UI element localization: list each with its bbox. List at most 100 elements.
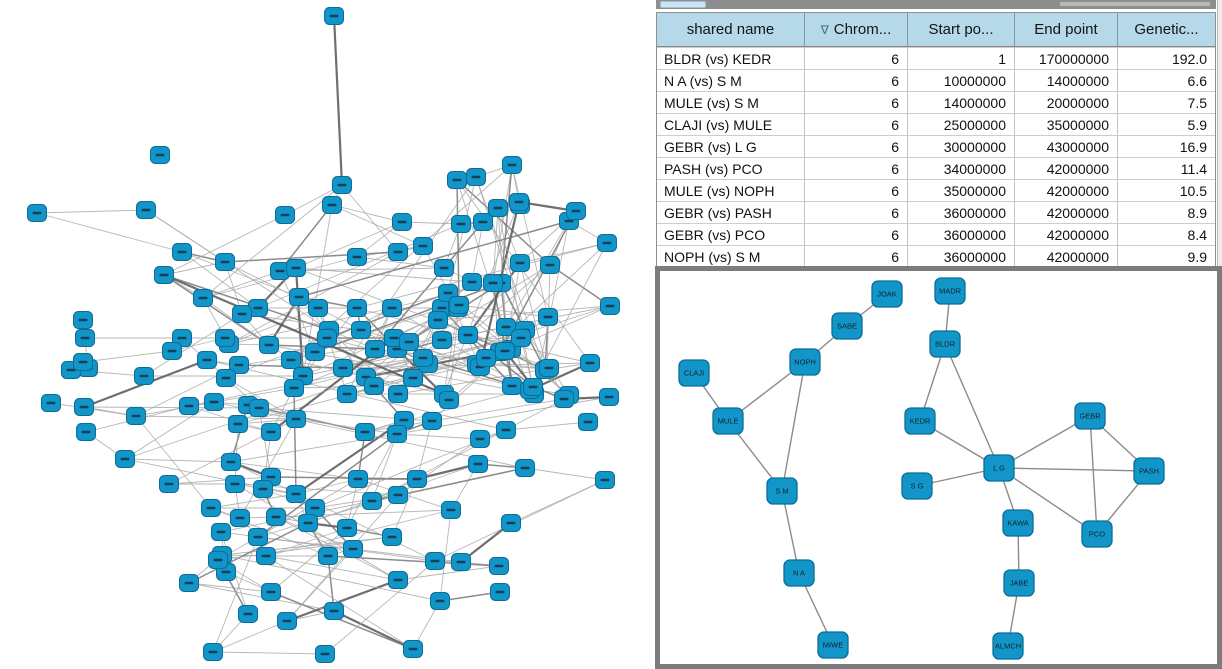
- network-edge[interactable]: [781, 361, 806, 492]
- network-node[interactable]: [501, 514, 521, 532]
- network-node[interactable]: S M: [766, 477, 798, 505]
- network-node[interactable]: [275, 206, 295, 224]
- main-network-canvas[interactable]: [0, 0, 651, 669]
- network-node[interactable]: [382, 299, 402, 317]
- node-shape[interactable]: [678, 359, 710, 387]
- network-edge[interactable]: [998, 467, 1150, 472]
- table-row[interactable]: N A (vs) S M 6 10000000 14000000 6.6: [657, 69, 1215, 91]
- network-node[interactable]: [430, 592, 450, 610]
- network-node[interactable]: [284, 379, 304, 397]
- network-node[interactable]: [324, 602, 344, 620]
- network-node[interactable]: [221, 453, 241, 471]
- network-node[interactable]: [502, 156, 522, 174]
- table-cell[interactable]: 6: [805, 245, 908, 267]
- node-shape[interactable]: [1081, 520, 1113, 548]
- network-node[interactable]: KAWA: [1002, 509, 1034, 537]
- node-shape[interactable]: [1003, 569, 1035, 597]
- network-node[interactable]: [308, 299, 328, 317]
- table-cell[interactable]: 6: [805, 135, 908, 157]
- network-node[interactable]: [600, 297, 620, 315]
- network-node[interactable]: [230, 509, 250, 527]
- table-cell[interactable]: 8.9: [1118, 201, 1215, 223]
- network-node[interactable]: L G: [983, 454, 1015, 482]
- network-node[interactable]: [538, 308, 558, 326]
- network-node[interactable]: [332, 176, 352, 194]
- network-node[interactable]: [115, 450, 135, 468]
- node-shape[interactable]: [831, 312, 863, 340]
- network-node[interactable]: MIWE: [817, 631, 849, 659]
- network-node[interactable]: [74, 398, 94, 416]
- network-node[interactable]: [286, 410, 306, 428]
- network-node[interactable]: [495, 342, 515, 360]
- table-cell[interactable]: 7.5: [1118, 91, 1215, 113]
- network-node[interactable]: [162, 342, 182, 360]
- table-cell[interactable]: CLAJI (vs) MULE: [657, 113, 805, 135]
- network-node[interactable]: [566, 202, 586, 220]
- node-shape[interactable]: [817, 631, 849, 659]
- network-node[interactable]: [337, 385, 357, 403]
- network-node[interactable]: [253, 480, 273, 498]
- network-node[interactable]: [150, 146, 170, 164]
- network-node[interactable]: [458, 326, 478, 344]
- network-node[interactable]: [476, 349, 496, 367]
- table-cell[interactable]: 5.9: [1118, 113, 1215, 135]
- network-edge[interactable]: [944, 343, 1000, 469]
- network-node[interactable]: [365, 340, 385, 358]
- network-node[interactable]: [554, 390, 574, 408]
- network-node[interactable]: [305, 499, 325, 517]
- network-node[interactable]: [343, 540, 363, 558]
- network-node[interactable]: [347, 248, 367, 266]
- table-cell[interactable]: 6: [805, 113, 908, 135]
- table-cell[interactable]: 42000000: [1015, 223, 1118, 245]
- network-node[interactable]: [197, 351, 217, 369]
- network-node[interactable]: [539, 359, 559, 377]
- network-node[interactable]: [216, 369, 236, 387]
- table-cell[interactable]: 6: [805, 201, 908, 223]
- table-cell[interactable]: 6: [805, 157, 908, 179]
- network-node[interactable]: [248, 528, 268, 546]
- table-row[interactable]: MULE (vs) NOPH 6 35000000 42000000 10.5: [657, 179, 1215, 201]
- network-node[interactable]: [432, 331, 452, 349]
- table-cell[interactable]: 1: [908, 47, 1015, 69]
- network-node[interactable]: [261, 583, 281, 601]
- network-node[interactable]: [266, 508, 286, 526]
- table-cell[interactable]: 6: [805, 179, 908, 201]
- network-node[interactable]: [203, 643, 223, 661]
- network-node[interactable]: PCO: [1081, 520, 1113, 548]
- network-node[interactable]: [76, 423, 96, 441]
- table-cell[interactable]: 170000000: [1015, 47, 1118, 69]
- column-header-start-po[interactable]: Start po...: [908, 13, 1015, 46]
- network-node[interactable]: [449, 296, 469, 314]
- column-header-end-point[interactable]: End point: [1015, 13, 1118, 46]
- table-row[interactable]: MULE (vs) S M 6 14000000 20000000 7.5: [657, 91, 1215, 113]
- node-shape[interactable]: [992, 632, 1024, 660]
- network-node[interactable]: [509, 193, 529, 211]
- network-node[interactable]: [249, 399, 269, 417]
- network-node[interactable]: [447, 171, 467, 189]
- table-cell[interactable]: 14000000: [908, 91, 1015, 113]
- network-node[interactable]: [439, 391, 459, 409]
- table-cell[interactable]: 8.4: [1118, 223, 1215, 245]
- network-node[interactable]: [515, 459, 535, 477]
- node-shape[interactable]: [766, 477, 798, 505]
- node-shape[interactable]: [934, 277, 966, 305]
- node-shape[interactable]: [1002, 509, 1034, 537]
- network-node[interactable]: [403, 369, 423, 387]
- table-cell[interactable]: 20000000: [1015, 91, 1118, 113]
- table-cell[interactable]: GEBR (vs) L G: [657, 135, 805, 157]
- node-shape[interactable]: [901, 472, 933, 500]
- network-node[interactable]: [502, 377, 522, 395]
- table-cell[interactable]: 6: [805, 223, 908, 245]
- network-node[interactable]: [597, 234, 617, 252]
- network-node[interactable]: [496, 421, 516, 439]
- network-edge[interactable]: [1089, 415, 1098, 535]
- network-node[interactable]: [468, 455, 488, 473]
- network-node[interactable]: [488, 199, 508, 217]
- network-node[interactable]: [364, 377, 384, 395]
- network-node[interactable]: [248, 299, 268, 317]
- network-node[interactable]: [382, 528, 402, 546]
- network-node[interactable]: [510, 254, 530, 272]
- table-row[interactable]: GEBR (vs) L G 6 30000000 43000000 16.9: [657, 135, 1215, 157]
- network-node[interactable]: [238, 605, 258, 623]
- network-node[interactable]: [298, 514, 318, 532]
